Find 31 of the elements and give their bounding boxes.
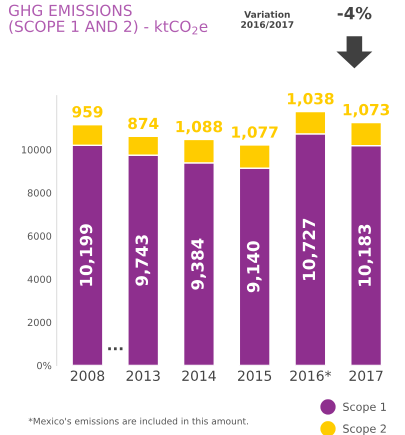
- x-tick-label: 2014: [182, 370, 216, 382]
- data-label: 10,727: [302, 218, 318, 280]
- data-label: 10,199: [80, 224, 94, 286]
- y-tick-label: 0%: [37, 362, 52, 370]
- data-label: 874: [128, 118, 158, 130]
- x-tick-label: 2015: [238, 370, 272, 382]
- data-label: 1,077: [232, 126, 278, 140]
- data-label: 9,743: [135, 235, 150, 286]
- data-label: 1,088: [176, 120, 222, 134]
- x-tick-label: 2017: [349, 370, 383, 382]
- y-tick-label: 6000: [28, 232, 52, 240]
- y-tick-label: 4000: [28, 276, 52, 283]
- legend-label: Scope 1: [343, 402, 386, 414]
- chart-title: GHG EMISSIONS (SCOPE 1 AND 2) - ktCO$_{2}$e: [8, 4, 208, 34]
- data-label: 1,038: [288, 92, 334, 106]
- data-label: 959: [72, 106, 102, 118]
- y-tick-label: 8000: [28, 189, 52, 197]
- annotation: ...: [108, 347, 122, 350]
- text: -4%: [338, 6, 372, 20]
- data-label: 10,183: [358, 224, 374, 286]
- data-label: 1,073: [344, 104, 390, 118]
- y-tick-label: 2000: [28, 318, 52, 326]
- data-label: 9,140: [246, 241, 262, 292]
- data-label: 9,384: [191, 238, 206, 290]
- text: Variation 2016/2017: [241, 10, 294, 29]
- x-tick-label: 2008: [70, 370, 104, 382]
- x-tick-label: 2013: [126, 370, 160, 382]
- y-tick-label: 10000: [22, 146, 52, 154]
- x-tick-label: 2016*: [290, 370, 332, 382]
- text: *Mexico's emissions are included in this amount.: [28, 418, 248, 425]
- legend-label: Scope 2: [343, 424, 386, 435]
